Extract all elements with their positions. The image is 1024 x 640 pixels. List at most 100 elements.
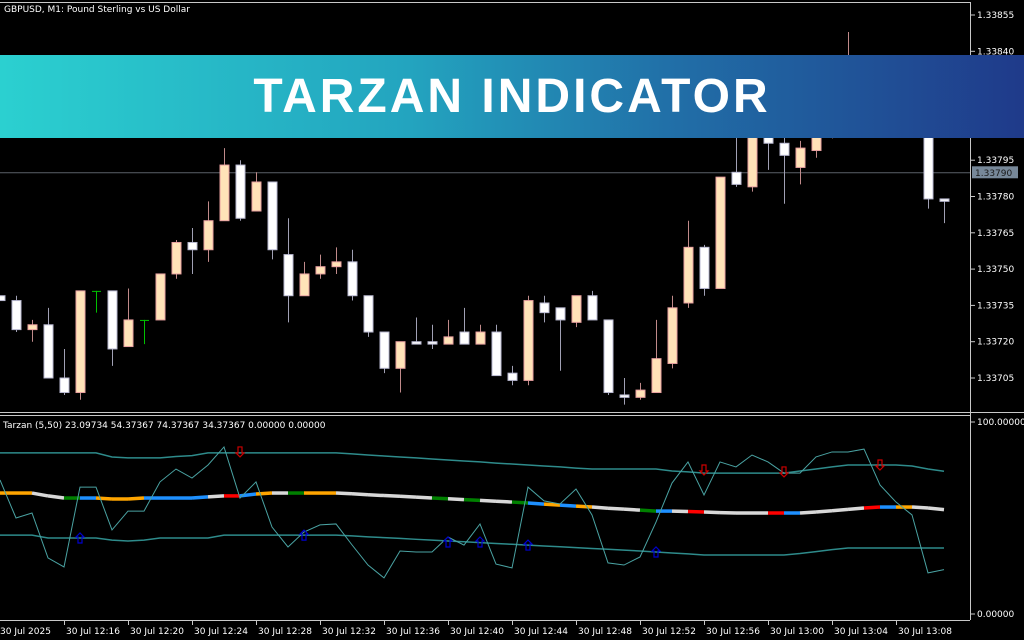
arrow-down-icon	[234, 446, 246, 458]
candle	[459, 307, 470, 345]
price-axis[interactable]: 1.33855 1.33840 1.33795 1.33780 1.33765 1.337…	[970, 11, 1018, 384]
candle	[331, 247, 342, 274]
candle-body	[27, 324, 38, 331]
candle-body	[171, 241, 182, 275]
candle-body	[299, 273, 310, 297]
arrow-up-icon	[474, 536, 486, 548]
candle-body	[11, 300, 22, 331]
arrow-up-icon	[74, 532, 86, 544]
candle-body	[267, 181, 278, 251]
price-tick-label: 1.33720	[977, 338, 1014, 348]
candle-body	[395, 341, 406, 369]
candle	[683, 220, 694, 308]
middle-line-segment	[575, 504, 593, 509]
middle-line-segment	[31, 491, 49, 498]
candle-body	[539, 302, 550, 314]
candle-body	[459, 331, 470, 345]
arrow-up-icon	[522, 539, 534, 551]
candle-body	[427, 341, 438, 345]
candle	[539, 295, 550, 323]
middle-line-segment	[543, 502, 561, 507]
candle	[635, 382, 646, 400]
middle-line-segment	[815, 508, 833, 514]
candle-body	[939, 198, 950, 202]
candle-body	[587, 295, 598, 321]
candle	[171, 240, 182, 279]
candle	[715, 176, 726, 289]
candle-body	[635, 389, 646, 398]
middle-line-segment	[623, 507, 641, 512]
price-tick-label: 1.33735	[977, 301, 1014, 311]
candle	[363, 295, 374, 337]
candle	[299, 261, 310, 297]
price-tick-label: 1.33780	[977, 193, 1014, 203]
candle-body	[571, 295, 582, 323]
lower-band-line	[0, 534, 945, 556]
candle-body	[715, 176, 726, 289]
middle-line-segment	[255, 491, 273, 496]
time-tick-label: 30 Jul 12:36	[386, 627, 440, 637]
candle	[699, 244, 710, 296]
arrow-up-icon	[442, 536, 454, 548]
candle	[939, 198, 950, 224]
middle-line-segment	[511, 500, 529, 505]
chart-title: GBPUSD, M1: Pound Sterling vs US Dollar	[4, 5, 190, 15]
candle	[267, 181, 278, 260]
candle-body	[347, 261, 358, 297]
candle	[219, 148, 230, 222]
candle	[395, 341, 406, 393]
candle	[795, 140, 806, 185]
middle-line-segment	[639, 508, 657, 513]
candle-body	[475, 331, 486, 345]
candle	[155, 273, 166, 321]
arrow-down-icon	[778, 466, 790, 478]
candle-body	[731, 171, 742, 185]
candle	[11, 295, 22, 333]
arrow-down-icon	[874, 459, 886, 471]
price-tick-label: 1.33750	[977, 265, 1014, 275]
candle-body	[59, 377, 70, 394]
candle-body	[155, 273, 166, 321]
candle	[427, 324, 438, 349]
candle	[251, 172, 262, 212]
time-tick-label: 30 Jul 12:24	[194, 627, 248, 637]
candle	[379, 331, 390, 374]
price-tick-label: 1.33795	[977, 156, 1014, 166]
candle-body	[523, 300, 534, 381]
middle-line-segment	[703, 510, 721, 515]
candle-body	[219, 164, 230, 222]
banner-title: TARZAN INDICATOR	[253, 70, 771, 123]
candle-body	[331, 261, 342, 268]
candle-body	[491, 331, 502, 377]
candle	[75, 290, 86, 400]
price-tick-label: 1.33840	[977, 47, 1014, 57]
middle-line-segment	[495, 499, 513, 504]
candle	[92, 290, 101, 313]
time-tick-label: 30 Jul 12:16	[66, 627, 120, 637]
time-tick-label: 30 Jul 12:48	[578, 627, 632, 637]
candle-body	[75, 290, 86, 394]
candle-body	[507, 372, 518, 381]
middle-line-segment	[847, 506, 865, 512]
candle-body	[43, 324, 54, 379]
middle-line-segment	[447, 497, 465, 502]
time-tick-label: 30 Jul 13:04	[834, 627, 888, 637]
middle-line-segment	[831, 507, 849, 513]
time-tick-label: 30 Jul 2025	[0, 627, 51, 637]
candle-body	[411, 341, 422, 345]
candle	[555, 307, 566, 371]
candle	[651, 319, 662, 394]
indicator-axis-bottom: 0.00000	[977, 610, 1014, 620]
middle-line-segment	[431, 496, 449, 501]
candle	[603, 319, 614, 395]
middle-line-segment	[207, 494, 225, 499]
time-tick-label: 30 Jul 12:28	[258, 627, 312, 637]
time-tick-label: 30 Jul 12:32	[322, 627, 376, 637]
time-tick-label: 30 Jul 12:44	[514, 627, 568, 637]
indicator-pane	[0, 445, 945, 579]
price-tick-label: 1.33855	[977, 11, 1014, 21]
candle-body	[651, 358, 662, 394]
time-axis[interactable]: 30 Jul 2025 30 Jul 12:16 30 Jul 12:20 30 Ju…	[0, 620, 952, 637]
candle	[347, 249, 358, 301]
